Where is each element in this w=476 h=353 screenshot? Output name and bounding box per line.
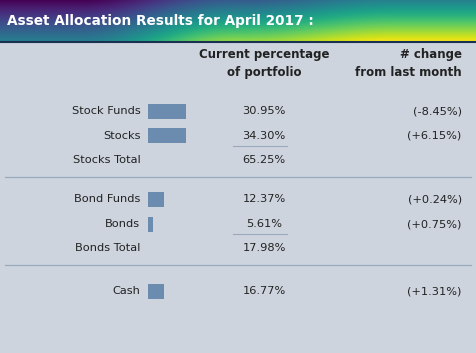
FancyBboxPatch shape [148,104,186,119]
Text: Bonds Total: Bonds Total [75,243,140,253]
FancyBboxPatch shape [148,128,186,143]
Text: from last month: from last month [355,66,462,79]
Text: (+0.75%): (+0.75%) [407,219,462,229]
Text: Asset Allocation Results for April 2017 :: Asset Allocation Results for April 2017 … [7,14,314,28]
Text: 34.30%: 34.30% [243,131,286,141]
Text: Cash: Cash [112,286,140,296]
Text: Current percentage: Current percentage [199,48,329,61]
Text: # change: # change [400,48,462,61]
Text: 5.61%: 5.61% [246,219,282,229]
Text: Stocks Total: Stocks Total [73,155,140,164]
Text: (+6.15%): (+6.15%) [407,131,462,141]
Text: Stocks: Stocks [103,131,140,141]
Text: Bond Funds: Bond Funds [74,195,140,204]
Text: (+1.31%): (+1.31%) [407,286,462,296]
Text: 17.98%: 17.98% [242,243,286,253]
Text: 65.25%: 65.25% [243,155,286,164]
FancyBboxPatch shape [148,217,153,232]
Text: (+0.24%): (+0.24%) [407,195,462,204]
Text: (-8.45%): (-8.45%) [413,106,462,116]
Text: 30.95%: 30.95% [242,106,286,116]
Text: 12.37%: 12.37% [243,195,286,204]
FancyBboxPatch shape [148,192,164,207]
Text: Stock Funds: Stock Funds [72,106,140,116]
FancyBboxPatch shape [148,284,164,299]
Text: of portfolio: of portfolio [227,66,301,79]
Text: 16.77%: 16.77% [243,286,286,296]
Text: Bonds: Bonds [105,219,140,229]
